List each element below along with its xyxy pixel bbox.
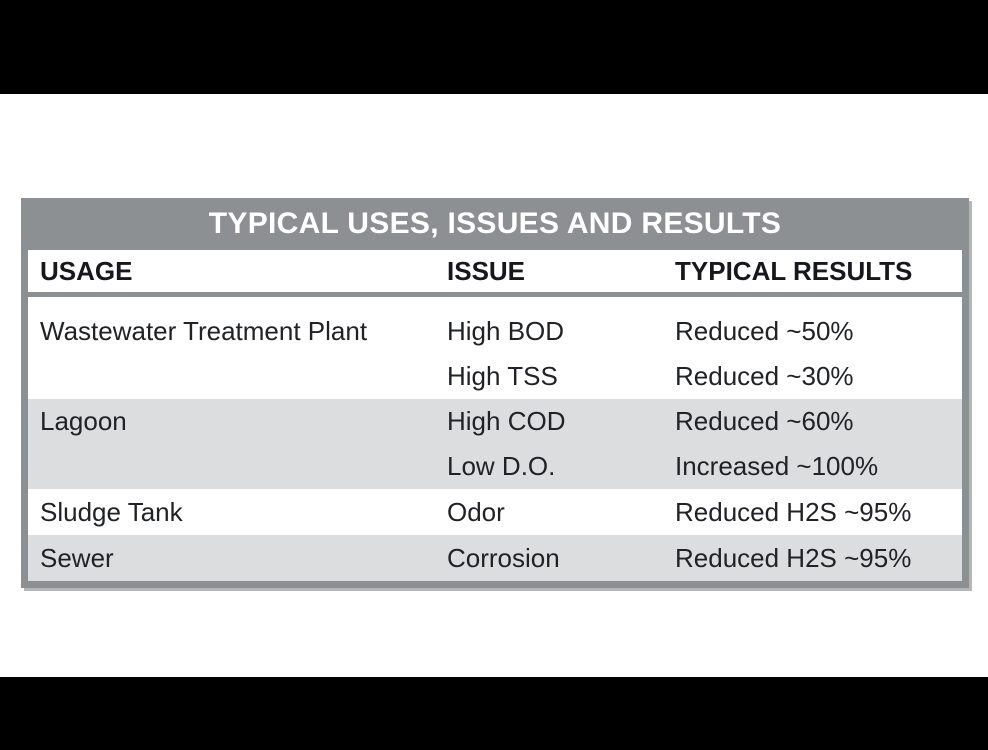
usage-cell: Lagoon [40,406,127,436]
column-header-typical-results: TYPICAL RESULTS [675,255,913,286]
issue-cell: High COD [447,406,566,436]
table-row-lagoon: Lagoon High COD Low D.O. Reduced ~60% In… [28,399,962,489]
table-row-wastewater-treatment-plant: Wastewater Treatment Plant High BOD High… [28,297,962,399]
issue-cell: Odor [447,496,505,527]
usage-cell: Wastewater Treatment Plant [40,316,368,346]
result-cell: Reduced H2S ~95% [675,542,912,573]
table-title: TYPICAL USES, ISSUES AND RESULTS [208,207,782,240]
column-header-issue: ISSUE [447,255,526,286]
issue-cell: High TSS [447,361,558,391]
table-row-sewer: Sewer Corrosion Reduced H2S ~95% [28,535,962,581]
table-row-sludge-tank: Sludge Tank Odor Reduced H2S ~95% [28,489,962,535]
content-area: TYPICAL USES, ISSUES AND RESULTS USAGE I… [0,94,988,677]
result-cell: Reduced ~60% [675,406,854,436]
result-cell: Increased ~100% [675,451,879,481]
issue-cell: High BOD [447,316,565,346]
issue-cell: Low D.O. [447,451,556,481]
table-header-row: USAGE ISSUE TYPICAL RESULTS [28,250,962,297]
usage-cell: Sludge Tank [40,496,183,527]
letterbox-top [0,0,988,94]
result-cell: Reduced H2S ~95% [675,496,912,527]
usage-cell: Sewer [40,542,114,573]
results-table: TYPICAL USES, ISSUES AND RESULTS USAGE I… [21,198,969,588]
column-header-usage: USAGE [40,255,133,286]
issue-cell: Corrosion [447,542,560,573]
letterbox-bottom [0,677,988,750]
table-title-bar: TYPICAL USES, ISSUES AND RESULTS [28,198,962,250]
result-cell: Reduced ~30% [675,361,854,391]
result-cell: Reduced ~50% [675,316,854,346]
